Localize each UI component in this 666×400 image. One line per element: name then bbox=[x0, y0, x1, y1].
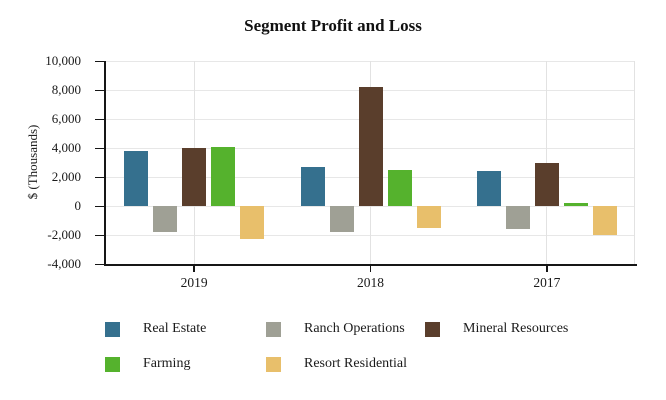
plot-area bbox=[106, 60, 635, 264]
chart-legend: Real Estate Ranch Operations Mineral Resou… bbox=[105, 321, 635, 372]
x-tick-mark-2018 bbox=[369, 266, 372, 272]
y-axis-line bbox=[104, 61, 106, 266]
bar-resort-residential-2017 bbox=[592, 206, 617, 235]
y-tick-label-10000: 10,000 bbox=[45, 53, 81, 68]
x-axis-line bbox=[104, 264, 637, 266]
bar-mineral-resources-2017 bbox=[534, 162, 559, 206]
legend-label-mineral-resources: Mineral Resources bbox=[463, 321, 569, 336]
bar-ranch-operations-2018 bbox=[329, 206, 354, 233]
bar-real-estate-2019 bbox=[124, 150, 149, 206]
y-tick-label--2000: -2,000 bbox=[47, 227, 81, 242]
x-tick-mark-2017 bbox=[546, 266, 548, 272]
legend-swatch-mineral-resources bbox=[425, 321, 440, 337]
bar-resort-residential-2018 bbox=[416, 206, 441, 228]
x-tick-label-2019: 2019 bbox=[180, 275, 208, 290]
y-tick-label-0: 0 bbox=[74, 198, 82, 213]
y-tick-label-6000: 6,000 bbox=[51, 111, 81, 126]
bar-mineral-resources-2019 bbox=[182, 148, 207, 206]
bar-resort-residential-2019 bbox=[240, 206, 265, 240]
gridline-plot-right-edge bbox=[634, 61, 635, 264]
x-tick-mark-2019 bbox=[193, 266, 195, 272]
legend-swatch-ranch-operations bbox=[266, 321, 281, 337]
legend-swatch-resort-residential bbox=[266, 356, 281, 372]
legend-item-real-estate: Real Estate bbox=[105, 321, 266, 337]
y-tick-mark-4000 bbox=[95, 147, 105, 149]
bar-real-estate-2017 bbox=[476, 171, 501, 206]
bar-ranch-operations-2017 bbox=[505, 206, 530, 230]
bar-ranch-operations-2019 bbox=[153, 206, 178, 233]
legend-item-farming: Farming bbox=[105, 356, 266, 372]
y-tick-mark-0 bbox=[95, 205, 105, 207]
y-tick-mark--2000 bbox=[95, 234, 105, 236]
legend-swatch-real-estate bbox=[105, 321, 120, 337]
y-tick-mark-6000 bbox=[95, 118, 105, 120]
bar-real-estate-2018 bbox=[300, 166, 325, 206]
legend-label-resort-residential: Resort Residential bbox=[304, 356, 408, 371]
bar-mineral-resources-2018 bbox=[358, 87, 383, 206]
chart-title: Segment Profit and Loss bbox=[244, 16, 422, 35]
y-tick-label-2000: 2,000 bbox=[51, 169, 81, 184]
legend-item-ranch-operations: Ranch Operations bbox=[266, 321, 425, 337]
x-tick-label-2017: 2017 bbox=[533, 275, 561, 290]
legend-item-mineral-resources: Mineral Resources bbox=[425, 321, 635, 337]
x-tick-label-2018: 2018 bbox=[357, 275, 384, 290]
y-tick-mark-8000 bbox=[95, 89, 105, 91]
legend-label-ranch-operations: Ranch Operations bbox=[304, 321, 405, 336]
legend-item-resort-residential: Resort Residential bbox=[266, 356, 425, 372]
y-tick-mark--4000 bbox=[95, 263, 105, 265]
bar-farming-2017 bbox=[563, 203, 588, 206]
y-tick-label-8000: 8,000 bbox=[51, 82, 81, 97]
y-tick-mark-10000 bbox=[95, 60, 105, 62]
y-axis-tick-labels: 10,000 8,000 6,000 4,000 2,000 0 -2,000 -4,000 bbox=[20, 54, 95, 271]
bar-farming-2018 bbox=[387, 169, 412, 206]
legend-label-real-estate: Real Estate bbox=[143, 321, 207, 336]
y-tick-label-4000: 4,000 bbox=[51, 140, 81, 155]
y-tick-label--4000: -4,000 bbox=[47, 256, 81, 271]
bar-farming-2019 bbox=[211, 146, 236, 206]
legend-swatch-farming bbox=[105, 356, 120, 372]
y-tick-mark-2000 bbox=[95, 176, 105, 178]
legend-label-farming: Farming bbox=[143, 356, 191, 371]
